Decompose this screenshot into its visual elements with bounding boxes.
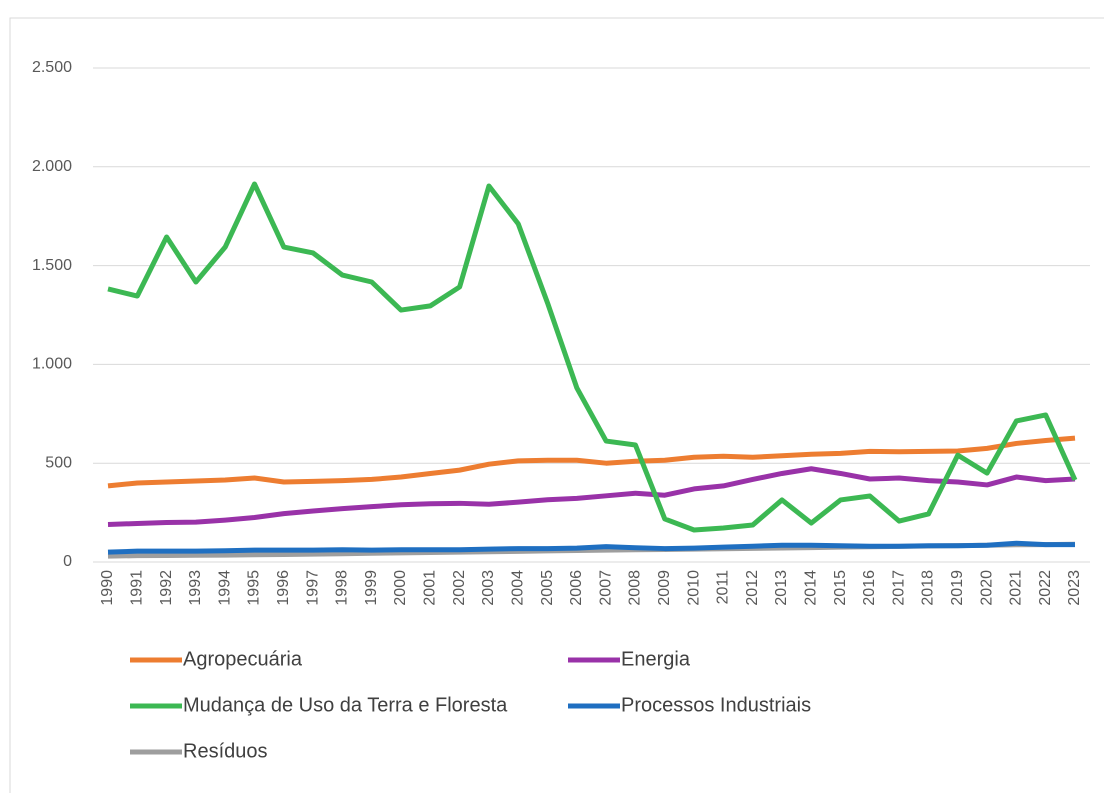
x-tick-label: 1994 [216, 570, 233, 606]
x-tick-label: 2022 [1037, 570, 1054, 606]
x-tick-label: 1992 [158, 570, 175, 606]
x-tick-label: 2018 [920, 570, 937, 606]
series-line [107, 435, 1076, 489]
y-tick-label: 500 [45, 454, 72, 471]
x-tick-label: 2006 [568, 570, 585, 606]
x-tick-label: 2021 [1008, 570, 1025, 606]
y-tick-label: 0 [63, 553, 72, 570]
x-tick-label: 2017 [890, 570, 907, 606]
y-tick-label: 1.500 [32, 257, 72, 274]
x-tick-label: 1997 [304, 570, 321, 606]
x-tick-label: 1993 [187, 570, 204, 606]
x-tick-label: 2007 [597, 570, 614, 606]
x-tick-label: 1995 [246, 570, 263, 606]
x-tick-label: 2008 [627, 570, 644, 606]
x-tick-label: 2015 [832, 570, 849, 606]
x-tick-label: 1991 [129, 570, 146, 606]
y-tick-label: 2.500 [32, 59, 72, 76]
x-tick-label: 1998 [334, 570, 351, 606]
x-tick-label: 2019 [949, 570, 966, 606]
y-tick-label: 2.000 [32, 158, 72, 175]
legend-label: Agropecuária [183, 648, 303, 670]
x-tick-label: 2001 [422, 570, 439, 606]
x-tick-label: 2005 [539, 570, 556, 606]
legend-label: Resíduos [183, 740, 268, 762]
x-tick-label: 2002 [451, 570, 468, 606]
x-tick-label: 2020 [978, 570, 995, 606]
x-tick-label: 2011 [715, 570, 732, 605]
legend-label: Mudança de Uso da Terra e Floresta [183, 694, 508, 716]
x-tick-label: 2013 [773, 570, 790, 606]
x-tick-label: 1990 [99, 570, 116, 606]
x-tick-label: 2000 [392, 570, 409, 606]
x-tick-label: 2012 [744, 570, 761, 606]
series-line [107, 540, 1075, 555]
x-tick-label: 1999 [363, 570, 380, 606]
x-tick-label: 2009 [656, 570, 673, 606]
y-tick-label: 1.000 [32, 356, 72, 373]
x-tick-label: 2023 [1066, 570, 1083, 606]
x-tick-label: 2004 [509, 570, 526, 606]
x-tick-label: 2014 [802, 570, 819, 606]
x-tick-label: 2003 [480, 570, 497, 606]
chart-frame [9, 17, 1104, 793]
legend-label: Energia [621, 648, 691, 670]
series-line [107, 181, 1078, 533]
x-tick-label: 2010 [685, 570, 702, 606]
x-tick-label: 1996 [275, 570, 292, 606]
legend-label: Processos Industriais [621, 694, 811, 716]
x-tick-label: 2016 [861, 570, 878, 606]
series-line [107, 466, 1076, 527]
